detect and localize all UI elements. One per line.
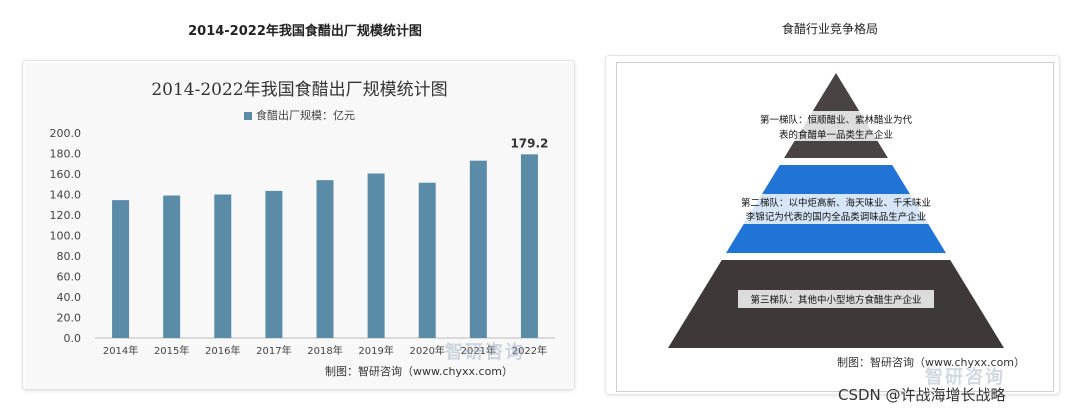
y-tick-label: 160.0: [50, 168, 82, 181]
tier-label: 第二梯队：以中炬高新、海天味业、千禾味业: [741, 197, 931, 209]
tier-label-line2: 表的食醋单一品类生产企业: [779, 129, 893, 141]
watermark-logo-right: 智研咨询: [925, 367, 1005, 388]
bar: [163, 195, 181, 338]
x-tick-label: 2020年: [409, 344, 444, 357]
chart-source: 制图：智研咨询（www.chyxx.com）: [325, 365, 514, 378]
bar-chart-svg: 0.0 20.0 40.0 60.0 80.0 100.0 120.0 140.0 160.0 1…: [50, 127, 555, 357]
bar: [112, 200, 130, 338]
bar: [520, 154, 538, 338]
legend-swatch: [244, 112, 252, 120]
y-tick-label: 120.0: [50, 209, 82, 222]
y-tick-label: 0.0: [64, 332, 82, 345]
left-figure-caption: 2014-2022年我国食醋出厂规模统计图: [188, 24, 422, 39]
tier-label-line2: 李锦记为代表的国内全品类调味品生产企业: [746, 211, 927, 223]
bar: [469, 160, 487, 338]
y-tick-label: 80.0: [57, 250, 82, 263]
tier-label-box: [726, 194, 946, 224]
x-tick-label: 2022年: [512, 344, 547, 357]
right-figure-caption: 食醋行业竞争格局: [781, 22, 878, 36]
x-tick-label: 2021年: [461, 344, 496, 357]
data-label: 179.2: [510, 136, 548, 150]
bar: [265, 190, 283, 338]
chart-legend: 食醋出厂规模：亿元: [25, 107, 574, 123]
y-tick-label: 100.0: [50, 230, 82, 243]
y-tick-label: 60.0: [57, 271, 82, 284]
x-tick-label: 2014年: [103, 344, 138, 357]
bar: [316, 180, 334, 338]
pyramid-source: 制图：智研咨询（www.chyxx.com）: [837, 356, 1026, 369]
y-tick-label: 140.0: [50, 189, 82, 202]
y-tick-label: 180.0: [50, 148, 82, 161]
y-tick-label: 40.0: [57, 291, 82, 304]
watermark-logo: 智研咨询: [445, 342, 525, 363]
x-tick-label: 2019年: [358, 344, 393, 357]
tier-label: 第一梯队：恒顺醋业、紫林醋业为代: [760, 114, 913, 126]
y-tick-label: 200.0: [50, 127, 82, 140]
x-tick-label: 2018年: [307, 344, 342, 357]
pyramid-frame: 第一梯队：恒顺醋业、紫林醋业为代 表的食醋单一品类生产企业第二梯队：以中炬高新、海…: [616, 62, 1054, 392]
y-tick-label: 20.0: [57, 312, 82, 325]
bar: [367, 173, 385, 338]
x-tick-label: 2017年: [256, 344, 291, 357]
legend-label: 食醋出厂规模：亿元: [256, 109, 355, 122]
pyramid-svg: 第一梯队：恒顺醋业、紫林醋业为代表的食醋单一品类生产企业第二梯队：以中炬高新、海…: [668, 73, 1004, 348]
pyramid-card: 第一梯队：恒顺醋业、紫林醋业为代 表的食醋单一品类生产企业第二梯队：以中炬高新、海…: [605, 55, 1060, 395]
x-tick-label: 2016年: [205, 344, 240, 357]
bar-chart-card: 2014-2022年我国食醋出厂规模统计图 食醋出厂规模：亿元 0.0 20.0 4…: [22, 60, 575, 390]
chart-title: 2014-2022年我国食醋出厂规模统计图: [151, 80, 448, 100]
tier-label-box: [738, 111, 934, 141]
tier-label-box: [738, 290, 934, 308]
x-tick-label: 2015年: [154, 344, 189, 357]
tier-label: 第三梯队：其他中小型地方食醋生产企业: [750, 294, 921, 306]
csdn-credit: CSDN @许战海增长战略: [838, 386, 1006, 404]
bar-chart-area: 2014-2022年我国食醋出厂规模统计图 食醋出厂规模：亿元 0.0 20.0 4…: [25, 63, 574, 389]
bar: [214, 194, 232, 338]
bar: [418, 182, 436, 338]
